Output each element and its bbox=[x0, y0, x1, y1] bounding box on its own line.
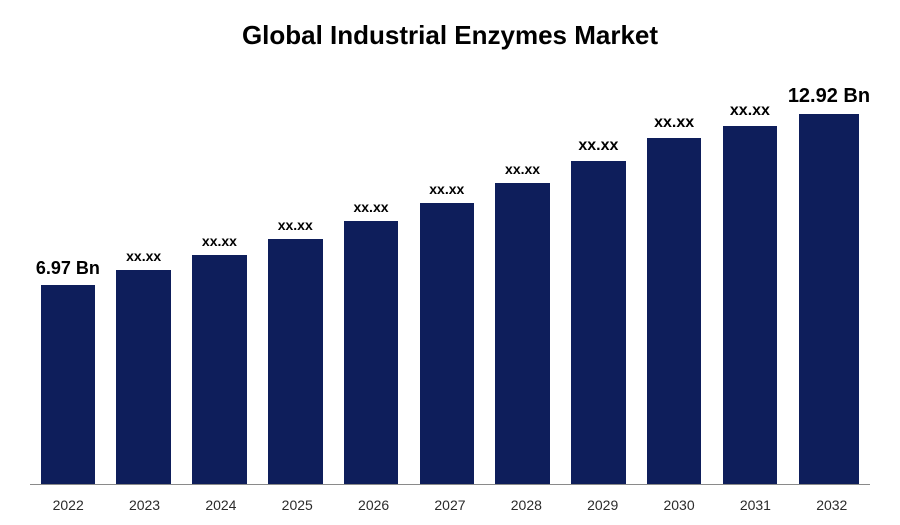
bar-column: xx.xx bbox=[409, 69, 485, 485]
bar bbox=[723, 126, 778, 485]
x-axis-label: 2027 bbox=[412, 491, 488, 515]
bar-value-label: xx.xx bbox=[126, 248, 161, 264]
bar-column: xx.xx bbox=[636, 69, 712, 485]
bar-value-label: xx.xx bbox=[654, 114, 694, 132]
bar bbox=[571, 161, 626, 485]
x-axis-line bbox=[30, 484, 870, 485]
bar-column: xx.xx bbox=[182, 69, 258, 485]
chart-title: Global Industrial Enzymes Market bbox=[30, 20, 870, 51]
bar bbox=[41, 285, 96, 485]
bar-value-label: xx.xx bbox=[202, 233, 237, 249]
bar-value-label: 6.97 Bn bbox=[36, 258, 100, 279]
x-axis-label: 2030 bbox=[641, 491, 717, 515]
bar-value-label: 12.92 Bn bbox=[788, 85, 870, 108]
bar bbox=[268, 239, 323, 485]
x-axis-labels: 2022202320242025202620272028202920302031… bbox=[30, 491, 870, 515]
bars-row: 6.97 Bn xx.xx xx.xx xx.xx xx.xx xx.xx xx.xx xx.… bbox=[30, 69, 870, 485]
bar-value-label: xx.xx bbox=[730, 102, 770, 120]
bar-value-label: xx.xx bbox=[429, 181, 464, 197]
bar bbox=[495, 183, 550, 485]
bar-column: 12.92 Bn bbox=[788, 69, 870, 485]
bar-column: xx.xx bbox=[560, 69, 636, 485]
bar-value-label: xx.xx bbox=[505, 161, 540, 177]
bar-value-label: xx.xx bbox=[353, 199, 388, 215]
x-axis-label: 2028 bbox=[488, 491, 564, 515]
x-axis-label: 2023 bbox=[106, 491, 182, 515]
bar-value-label: xx.xx bbox=[578, 137, 618, 155]
bar-column: 6.97 Bn bbox=[30, 69, 106, 485]
bar bbox=[192, 255, 247, 485]
chart-container: Global Industrial Enzymes Market 6.97 Bn… bbox=[0, 0, 900, 525]
bar bbox=[647, 138, 702, 485]
x-axis-label: 2024 bbox=[183, 491, 259, 515]
bar-column: xx.xx bbox=[712, 69, 788, 485]
bar bbox=[344, 221, 399, 485]
x-axis-label: 2026 bbox=[335, 491, 411, 515]
bar bbox=[116, 270, 171, 485]
bar-column: xx.xx bbox=[333, 69, 409, 485]
bar bbox=[420, 203, 475, 485]
bar-column: xx.xx bbox=[257, 69, 333, 485]
bar-column: xx.xx bbox=[106, 69, 182, 485]
x-axis-label: 2032 bbox=[794, 491, 870, 515]
x-axis-label: 2022 bbox=[30, 491, 106, 515]
x-axis-label: 2031 bbox=[717, 491, 793, 515]
x-axis-label: 2025 bbox=[259, 491, 335, 515]
bar-column: xx.xx bbox=[485, 69, 561, 485]
bar-value-label: xx.xx bbox=[278, 217, 313, 233]
x-axis-label: 2029 bbox=[565, 491, 641, 515]
plot-area: 6.97 Bn xx.xx xx.xx xx.xx xx.xx xx.xx xx.xx xx.… bbox=[30, 69, 870, 515]
bar bbox=[799, 114, 858, 485]
